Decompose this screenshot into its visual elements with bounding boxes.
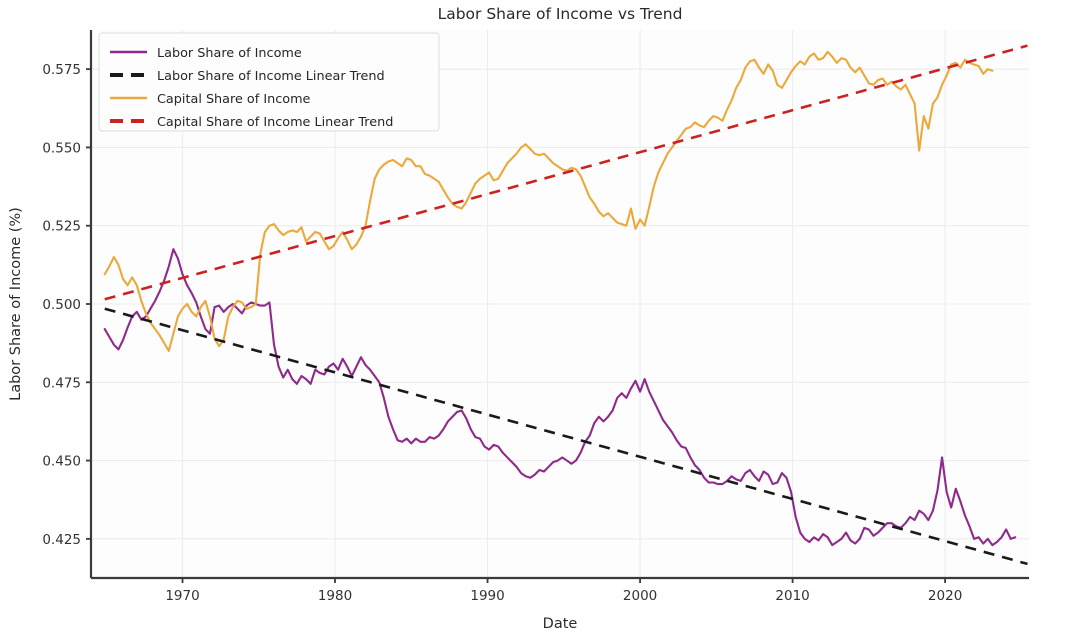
gridlines — [91, 30, 1029, 578]
x-tick-label: 1970 — [165, 588, 199, 604]
trend-line — [104, 307, 1028, 566]
y-tick-label: 0.475 — [42, 375, 81, 391]
page-title: Labor Share of Income vs Trend — [438, 5, 683, 23]
legend-label: Labor Share of Income Linear Trend — [157, 69, 385, 84]
y-tick-label: 0.575 — [42, 62, 81, 78]
axis-ticks — [86, 68, 947, 583]
x-tick-label: 2020 — [928, 588, 962, 604]
x-axis-label: Date — [543, 616, 578, 632]
y-tick-label: 0.500 — [42, 297, 81, 313]
legend-label: Labor Share of Income — [157, 46, 302, 61]
x-tick-label: 1990 — [470, 588, 504, 604]
legend-label: Capital Share of Income Linear Trend — [157, 115, 393, 130]
x-tick-label: 2010 — [775, 588, 809, 604]
trend-line — [104, 44, 1028, 301]
y-tick-label: 0.425 — [42, 532, 81, 548]
y-tick-label: 0.525 — [42, 219, 81, 235]
data-series — [103, 50, 1017, 547]
y-axis-label: Labor Share of Income (%) — [8, 207, 24, 401]
chart-legend[interactable]: Labor Share of Income Labor Share of Inco… — [98, 32, 440, 132]
x-tick-label: 1980 — [318, 588, 352, 604]
y-tick-label: 0.550 — [42, 140, 81, 156]
x-tick-label: 2000 — [623, 588, 657, 604]
legend-label: Capital Share of Income — [157, 92, 311, 107]
tick-labels: 0.425 0.450 0.475 0.500 0.525 0.550 0.575 1970 1… — [42, 62, 962, 604]
trend-lines — [104, 44, 1028, 566]
y-tick-label: 0.450 — [42, 454, 81, 470]
series-line — [103, 50, 994, 353]
